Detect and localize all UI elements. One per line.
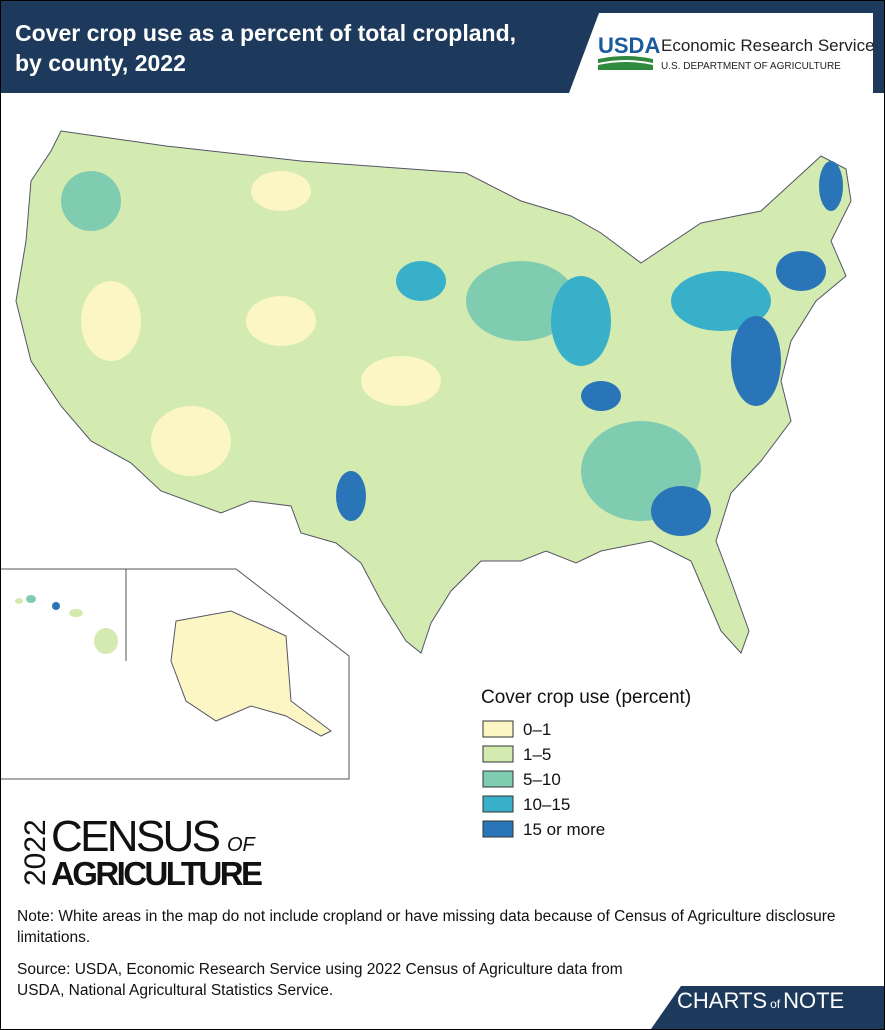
region [731,316,781,406]
legend-swatch [482,720,514,738]
title: by county, 2022 [15,50,186,76]
title: Cover crop use as a percent of total cro… [15,20,516,46]
footer-band [651,986,884,1029]
region [246,296,316,346]
island [94,628,118,654]
agency-name: Economic Research Service [661,36,875,55]
alaska [170,610,332,737]
usda-logo-mark [598,56,653,70]
island [52,602,60,610]
legend-label: 1–5 [523,745,551,764]
region [466,261,576,341]
island [69,609,83,617]
region [151,406,231,476]
census-year: 2022 [19,819,52,886]
note: Note: White areas in the map do not incl… [17,908,836,946]
census-word: CENSUS [51,812,221,861]
census-word: AGRICULTURE [51,855,263,892]
island [26,595,36,603]
legend: 0–1 1–5 5–10 10–15 15 or more [482,720,605,839]
region [396,261,446,301]
hawaii [15,595,118,654]
region [336,471,366,521]
logo-panel [569,13,873,93]
brand: CHARTS of NOTE [677,988,844,1013]
legend-swatch [482,820,514,838]
legend-label: 0–1 [523,720,551,739]
legend-label: 5–10 [523,770,561,789]
region [61,171,121,231]
region [776,251,826,291]
region [361,356,441,406]
county-shading [61,161,843,536]
region [651,486,711,536]
usda-logo: USDA [598,33,660,58]
legend-swatch [482,795,514,813]
island [15,598,23,604]
region [251,171,311,211]
inset-frame [1,568,350,780]
region [671,271,771,331]
department-name: U.S. DEPARTMENT OF AGRICULTURE [661,61,841,72]
legend-label: 10–15 [523,795,570,814]
census-of: OF [227,834,257,856]
legend-label: 15 or more [523,820,605,839]
region [551,276,611,366]
legend-swatch [482,770,514,788]
region [81,281,141,361]
region [819,161,843,211]
legend-title: Cover crop use (percent) [481,687,691,708]
legend-swatch [482,745,514,763]
region [581,381,621,411]
source: Source: USDA, Economic Research Service … [17,961,623,999]
